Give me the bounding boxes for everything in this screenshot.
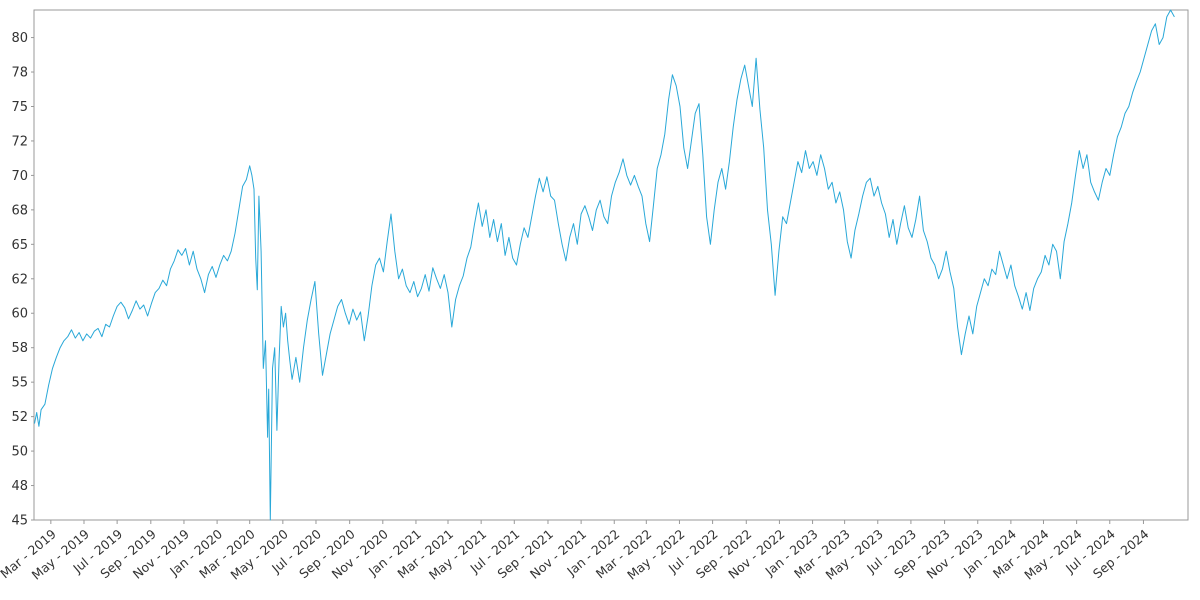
y-tick-label: 68 — [11, 203, 28, 218]
y-tick-label: 48 — [11, 479, 28, 494]
y-tick-label: 80 — [11, 31, 28, 46]
y-tick-label: 75 — [11, 100, 28, 115]
plot-area-frame — [33, 9, 1189, 521]
y-tick-label: 58 — [11, 341, 28, 356]
series-line — [34, 9, 1175, 521]
y-tick-label: 45 — [11, 514, 28, 529]
y-tick-label: 50 — [11, 445, 28, 460]
y-tick-label: 72 — [11, 134, 28, 149]
y-tick-label: 65 — [11, 238, 28, 253]
y-tick-label: 78 — [11, 66, 28, 81]
series-group — [34, 9, 1175, 521]
y-tick-label: 62 — [11, 272, 28, 287]
y-tick-label: 55 — [11, 376, 28, 391]
y-tick-label: 70 — [11, 169, 28, 184]
y-tick-label: 52 — [11, 410, 28, 425]
y-tick-label: 60 — [11, 307, 28, 322]
y-axis: 45 48 50 52 55 58 60 62 65 68 70 72 75 78 80 — [11, 31, 34, 529]
